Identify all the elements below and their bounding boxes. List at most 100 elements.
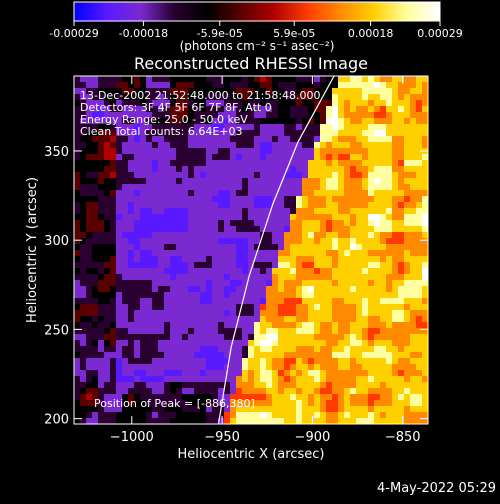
heatmap-cell [104,82,110,88]
heatmap-cell [368,388,374,394]
y-tick-label: 300 [44,234,69,249]
heatmap-cell [350,298,356,304]
heatmap-cell [386,340,392,346]
heatmap-cell [314,280,320,286]
heatmap-cell [116,322,122,328]
heatmap-cell [224,100,230,106]
heatmap-cell [80,142,86,148]
heatmap-cell [200,232,206,238]
heatmap-cell [326,226,332,232]
heatmap-cell [206,184,212,190]
heatmap-cell [380,322,386,328]
heatmap-cell [236,172,242,178]
heatmap-cell [74,352,80,358]
heatmap-cell [332,130,338,136]
heatmap-cell [164,142,170,148]
heatmap-cell [338,166,344,172]
heatmap-cell [212,286,218,292]
heatmap-cell [218,334,224,340]
heatmap-cell [260,196,266,202]
heatmap-cell [368,304,374,310]
heatmap-cell [392,400,398,406]
heatmap-cell [188,82,194,88]
heatmap-cell [164,358,170,364]
heatmap-cell [368,310,374,316]
heatmap-cell [380,76,386,82]
heatmap-cell [296,256,302,262]
heatmap-cell [320,316,326,322]
heatmap-cell [74,112,80,118]
heatmap-cell [164,136,170,142]
heatmap-cell [290,112,296,118]
heatmap-cell [332,82,338,88]
heatmap-cell [122,394,128,400]
heatmap-cell [182,256,188,262]
heatmap-cell [302,160,308,166]
heatmap-cell [362,316,368,322]
heatmap-cell [236,268,242,274]
heatmap-cell [236,226,242,232]
heatmap-cell [266,202,272,208]
heatmap-cell [290,172,296,178]
heatmap-cell [368,196,374,202]
heatmap-cell [290,244,296,250]
heatmap-cell [194,382,200,388]
heatmap-cell [110,106,116,112]
heatmap-cell [344,250,350,256]
heatmap-cell [206,226,212,232]
heatmap-cell [422,160,428,166]
heatmap-cell [242,124,248,130]
heatmap-cell [86,238,92,244]
heatmap-cell [140,178,146,184]
heatmap-cell [302,298,308,304]
heatmap-cell [398,274,404,280]
heatmap-cell [170,160,176,166]
heatmap-cell [392,346,398,352]
heatmap-cell [386,376,392,382]
heatmap-cell [350,280,356,286]
heatmap-cell [422,244,428,250]
heatmap-cell [332,94,338,100]
heatmap-cell [170,316,176,322]
heatmap-cell [380,298,386,304]
heatmap-cell [164,286,170,292]
heatmap-cell [284,118,290,124]
heatmap-cell [110,364,116,370]
heatmap-cell [302,364,308,370]
heatmap-cell [254,154,260,160]
heatmap-cell [332,160,338,166]
heatmap-cell [248,190,254,196]
heatmap-cell [116,124,122,130]
heatmap-cell [272,124,278,130]
heatmap-cell [278,208,284,214]
heatmap-cell [152,232,158,238]
heatmap-cell [296,340,302,346]
heatmap-cell [326,340,332,346]
heatmap-cell [338,310,344,316]
heatmap-cell [236,82,242,88]
heatmap-cell [158,142,164,148]
heatmap-cell [404,184,410,190]
heatmap-cell [386,274,392,280]
heatmap-cell [386,256,392,262]
heatmap-cell [416,262,422,268]
heatmap-cell [290,358,296,364]
heatmap-cell [254,310,260,316]
heatmap-cell [86,418,92,424]
heatmap-cell [308,214,314,220]
heatmap-cell [272,406,278,412]
heatmap-cell [146,316,152,322]
heatmap-cell [224,364,230,370]
heatmap-cell [248,298,254,304]
heatmap-cell [356,358,362,364]
heatmap-cell [284,382,290,388]
heatmap-cell [422,172,428,178]
heatmap-cell [110,268,116,274]
heatmap-cell [194,418,200,424]
heatmap-cell [140,130,146,136]
heatmap-cell [248,232,254,238]
heatmap-cell [416,346,422,352]
heatmap-cell [236,274,242,280]
heatmap-cell [188,118,194,124]
heatmap-cell [98,118,104,124]
